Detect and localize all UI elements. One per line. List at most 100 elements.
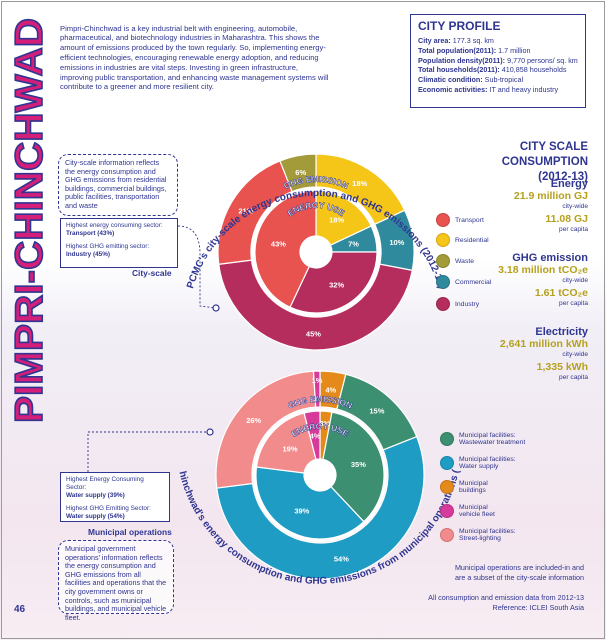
legend-label: Municipal vehicle fleet <box>459 504 495 518</box>
metric-sub: per capita <box>559 226 588 233</box>
legend-item: Municipal vehicle fleet <box>440 504 509 518</box>
city-connector-dot <box>212 304 220 312</box>
metric-electricity: Electricity 2,641 million kWh city-wide … <box>428 326 588 382</box>
footer-line: Municipal operations are included-in and <box>454 563 584 572</box>
city-scale-donut: 18%10%45%21%6%18%7%32%43%GHG EMISSIONENE… <box>217 153 415 351</box>
legend-label: Waste <box>455 257 475 265</box>
profile-row: Population density(2011): 9,770 persons/… <box>418 56 578 66</box>
highlight-label: Highest GHG emitting sector: <box>66 243 150 250</box>
slice-label: 15% <box>369 406 384 415</box>
metric-value: 21.9 million GJ <box>513 190 588 202</box>
donut-slice-vehicle-fleet <box>303 410 321 461</box>
profile-row: Total population(2011): 1.7 million <box>418 46 578 56</box>
profile-value: 1.7 million <box>496 45 531 55</box>
slice-label: 43% <box>271 240 286 249</box>
legend-label: Municipal facilities: Water supply <box>459 456 516 470</box>
profile-row: City area: 177.3 sq. km <box>418 36 578 46</box>
house-icon <box>436 233 450 247</box>
lamp-icon <box>440 528 454 542</box>
highlight-value: Water supply (54%) <box>66 513 125 520</box>
donut-hole <box>305 460 335 490</box>
slice-label: 18% <box>329 215 344 224</box>
donut-hole <box>301 237 331 267</box>
metric-value: 2,641 million kWh <box>499 338 588 350</box>
profile-value: 177.3 sq. km <box>450 36 494 45</box>
city-title: PIMPRI-CHINCHWAD <box>10 17 52 424</box>
metric-value: 3.18 million tCO₂e <box>498 264 588 276</box>
vehicle-icon <box>440 504 454 518</box>
slice-label: 39% <box>294 507 309 516</box>
legend-label: Residential <box>455 236 489 244</box>
legend-label: Transport <box>455 216 484 224</box>
metric-title: GHG emission <box>512 252 588 264</box>
profile-value: 9,770 persons/ sq. km <box>505 55 578 65</box>
profile-label: City area: <box>418 36 451 45</box>
donut-slice-residential <box>315 190 372 246</box>
legend-item: Municipal buildings <box>440 480 511 494</box>
footer-note: Municipal operations are included-in and… <box>455 563 584 583</box>
metric-sub: city-wide <box>562 203 588 210</box>
legend-item: Waste <box>436 254 474 268</box>
city-scale-highlights: Highest energy consuming sector: Transpo… <box>60 218 178 268</box>
metric-sub: per capita <box>559 300 588 307</box>
slice-label: 35% <box>351 460 366 469</box>
legend-label: Commercial <box>455 278 492 286</box>
footer-line: are a subset of the city-scale informati… <box>454 573 584 582</box>
legend-item: Commercial <box>436 275 491 289</box>
metric-ghg: GHG emission 3.18 million tCO₂e city-wid… <box>428 252 588 308</box>
donut-slice-street-lighting <box>255 412 317 474</box>
slice-label: 6% <box>295 168 306 177</box>
city-profile: CITY PROFILE City area: 177.3 sq. km Tot… <box>410 14 586 108</box>
profile-value: Sub-tropical <box>482 75 524 85</box>
footer-line: All consumption and emission data from 2… <box>428 593 584 602</box>
profile-row: Economic activities: IT and heavy indust… <box>418 85 578 95</box>
legend-label: Municipal buildings <box>459 480 488 494</box>
slice-label: 18% <box>352 179 367 188</box>
profile-value: IT and heavy industry <box>487 84 559 94</box>
profile-label: Total households(2011): <box>418 65 500 75</box>
legend-item: Industry <box>436 297 479 311</box>
factory-icon <box>436 297 450 311</box>
page-number: 46 <box>14 604 26 615</box>
slice-label: 32% <box>329 281 344 290</box>
city-scale-note: City-scale information reflects the ener… <box>58 154 178 216</box>
municipal-label: Municipal operations <box>88 527 172 537</box>
footer-line: Reference: ICLEI South Asia <box>492 603 585 612</box>
legend-label: Industry <box>455 300 480 308</box>
profile-title: CITY PROFILE <box>418 19 501 33</box>
intro-text: Pimpri-Chinchwad is a key industrial bel… <box>60 23 329 92</box>
profile-row: Climatic condition: Sub-tropical <box>418 75 578 85</box>
muni-connector <box>87 431 210 472</box>
profile-value: 410,858 households <box>499 65 567 75</box>
slice-label: 4% <box>325 386 336 395</box>
building-icon <box>436 275 450 289</box>
legend-item: Residential <box>436 233 489 247</box>
bus-icon <box>436 213 450 227</box>
city-connector <box>177 225 217 309</box>
donut-slice-transport <box>254 190 317 308</box>
water-icon <box>440 456 454 470</box>
metric-sub: city-wide <box>562 351 588 358</box>
legend-label: Municipal facilities: Wastewater treatme… <box>459 432 526 446</box>
waste-icon <box>436 254 450 268</box>
donut-slice-water-supply <box>255 466 365 540</box>
metric-title: Electricity <box>535 326 588 338</box>
slice-label: 21% <box>238 207 253 216</box>
slice-label: 3% <box>319 419 330 428</box>
highlight-label: Highest energy consuming sector: <box>66 222 163 229</box>
highlight-value: Water supply (39%) <box>66 492 125 499</box>
connector-lines <box>87 225 220 472</box>
legend-item: Transport <box>436 213 484 227</box>
metric-title: Energy <box>550 178 588 190</box>
city-title-text: PIMPRI-CHINCHWAD <box>10 18 51 423</box>
highlight-value: Transport (43%) <box>66 230 115 237</box>
municipal-highlights: Highest Energy Consuming Sector: Water s… <box>60 472 170 522</box>
metric-value: 11.08 GJ <box>545 213 588 225</box>
consumption-title: CITY SCALE CONSUMPTION (2012-13) <box>438 140 588 185</box>
donut-slice-waste <box>279 153 317 193</box>
profile-label: Economic activities: <box>418 84 488 94</box>
donut-slice-industry <box>289 251 378 314</box>
footer-source: All consumption and emission data from 2… <box>428 593 584 613</box>
